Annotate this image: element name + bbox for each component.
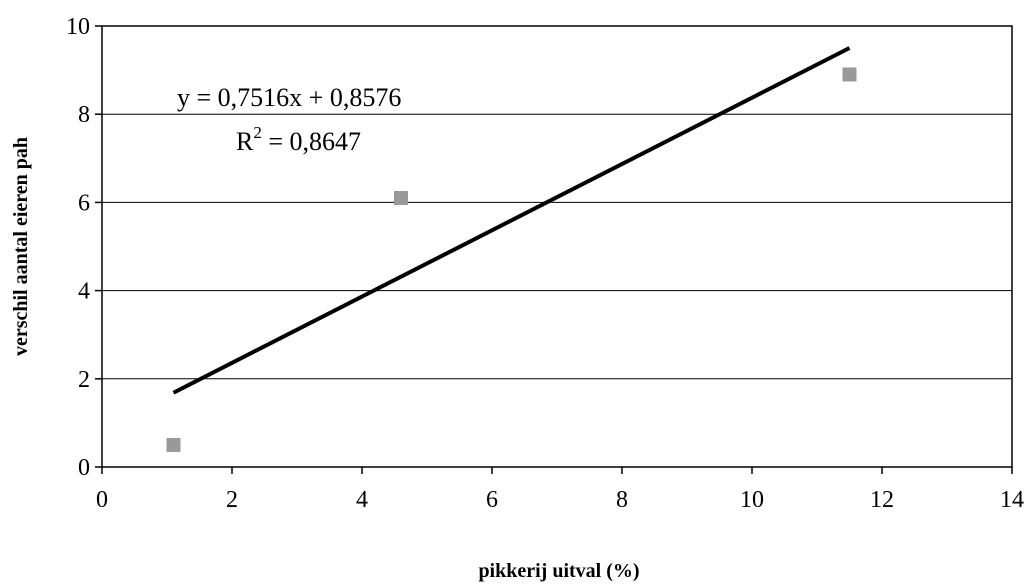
y-tick-label: 8 bbox=[78, 102, 90, 128]
r-squared-label: R2 = 0,8647 bbox=[236, 123, 361, 156]
x-tick-label: 14 bbox=[1000, 487, 1024, 513]
data-point bbox=[394, 190, 408, 205]
r-squared-value: = 0,8647 bbox=[262, 127, 361, 156]
x-axis-ticks: 0 2 4 6 8 10 12 14 bbox=[96, 467, 1024, 513]
x-axis-title: pikkerij uitval (%) bbox=[478, 560, 639, 582]
trendline-equation: y = 0,7516x + 0,8576 bbox=[177, 83, 401, 112]
x-tick-label: 10 bbox=[740, 487, 764, 513]
y-tick-label: 6 bbox=[78, 190, 90, 216]
gridlines bbox=[102, 113, 1012, 380]
y-axis-title: verschil aantal eieren pah bbox=[10, 137, 32, 356]
x-tick-label: 4 bbox=[356, 487, 368, 513]
y-tick-label: 0 bbox=[78, 455, 90, 481]
data-points bbox=[166, 67, 857, 452]
trendline bbox=[172, 46, 851, 395]
x-tick-label: 0 bbox=[96, 487, 108, 513]
y-tick-label: 4 bbox=[78, 279, 90, 305]
y-axis-ticks: 0 2 4 6 8 10 bbox=[66, 14, 102, 481]
x-tick-label: 6 bbox=[486, 487, 498, 513]
r-squared-symbol: R bbox=[236, 127, 254, 156]
x-tick-label: 12 bbox=[870, 487, 894, 513]
plot-area bbox=[101, 25, 1013, 468]
x-tick-label: 2 bbox=[226, 487, 238, 513]
r-squared-superscript: 2 bbox=[253, 123, 262, 142]
data-point bbox=[166, 437, 181, 452]
x-tick-label: 8 bbox=[616, 487, 628, 513]
data-point bbox=[842, 67, 857, 82]
y-tick-label: 2 bbox=[78, 367, 90, 393]
y-tick-label: 10 bbox=[66, 14, 90, 40]
